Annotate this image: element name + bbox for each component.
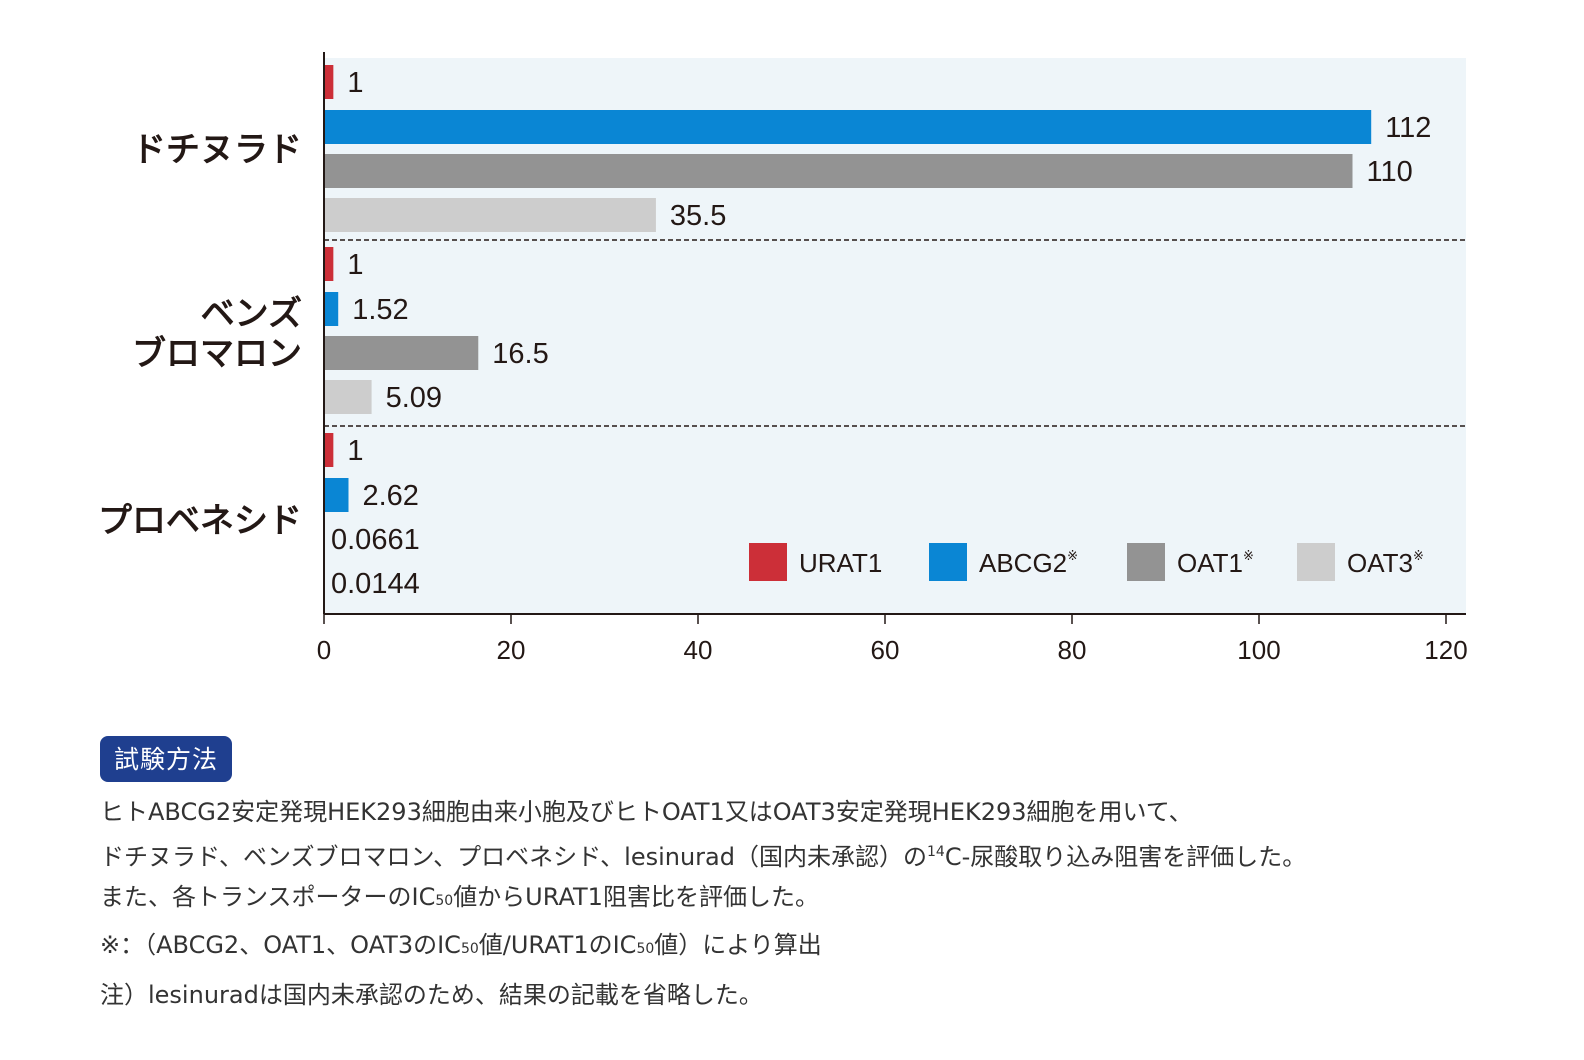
bar-oat1	[324, 336, 479, 370]
x-tick-label: 0	[317, 635, 331, 665]
plot-background	[324, 58, 1466, 614]
data-label: 16.5	[492, 338, 548, 370]
data-label: 110	[1367, 156, 1413, 188]
x-tick-label: 120	[1424, 635, 1467, 665]
subscript-50: 50	[636, 941, 655, 957]
footnote-text-b: 値/URAT1のIC	[478, 931, 637, 959]
data-label: 35.5	[670, 200, 726, 232]
legend-label-oat1: OAT1※	[1177, 548, 1254, 578]
method-line-2-text: ドチヌラド、ベンズブロマロン、プロベネシド、lesinurad（国内未承認）の	[100, 843, 927, 871]
legend-swatch-oat3	[1297, 543, 1335, 581]
method-description: ヒトABCG2安定発現HEK293細胞由来小胞及びヒトOAT1又はOAT3安定発…	[100, 792, 1540, 921]
category-label: ドチヌラド	[132, 131, 302, 169]
legend-label-urat1: URAT1	[799, 548, 882, 578]
legend-swatch-urat1	[749, 543, 787, 581]
legend-marker: ※	[1243, 548, 1254, 563]
data-label: 0.0144	[331, 568, 420, 600]
footnote-calculation: ※：（ABCG2、OAT1、OAT3のIC50値/URAT1のIC50値）により…	[100, 925, 822, 960]
method-line-1: ヒトABCG2安定発現HEK293細胞由来小胞及びヒトOAT1又はOAT3安定発…	[100, 798, 1193, 826]
bar-urat1	[324, 65, 334, 99]
data-label: 2.62	[362, 480, 418, 512]
method-line-3-text: また、各トランスポーターのIC	[100, 883, 436, 911]
category-label: ブロマロン	[132, 334, 302, 373]
category-label: プロベネシド	[98, 502, 302, 540]
bar-abcg2	[324, 478, 349, 512]
footnote-text-a: ※：（ABCG2、OAT1、OAT3のIC	[100, 931, 461, 959]
bar-urat1	[324, 247, 334, 281]
data-label: 5.09	[386, 382, 442, 414]
legend-swatch-abcg2	[929, 543, 967, 581]
footnote-text-c: 値）により算出	[654, 931, 822, 959]
data-label: 1	[347, 249, 363, 281]
data-label: 1	[347, 435, 363, 467]
legend-label-oat3: OAT3※	[1347, 548, 1424, 578]
bar-abcg2	[324, 110, 1372, 144]
bar-abcg2	[324, 292, 339, 326]
category-label: ベンズ	[201, 294, 302, 333]
legend-marker: ※	[1413, 548, 1424, 563]
data-label: 112	[1385, 112, 1431, 144]
bar-chart: ドチヌラド 1 112 110 35.5 ベンズブロマロン 1 1.52 16.5 5.09 プロベ…	[98, 52, 1468, 665]
subscript-50: 50	[435, 893, 454, 909]
data-label: 1	[347, 67, 363, 99]
legend-label-abcg2: ABCG2※	[979, 548, 1078, 578]
bar-oat3	[324, 380, 372, 414]
legend-marker: ※	[1067, 548, 1078, 563]
method-line-3: また、各トランスポーターのIC50値からURAT1阻害比を評価した。	[100, 877, 1540, 921]
bar-oat1	[324, 154, 1353, 188]
x-tick-label: 20	[497, 635, 526, 665]
method-line-2-text-end: C-尿酸取り込み阻害を評価した。	[944, 843, 1307, 871]
legend-swatch-oat1	[1127, 543, 1165, 581]
x-tick-label: 60	[871, 635, 900, 665]
method-line-2: ドチヌラド、ベンズブロマロン、プロベネシド、lesinurad（国内未承認）の1…	[100, 832, 1540, 877]
method-section: 試験方法 ヒトABCG2安定発現HEK293細胞由来小胞及びヒトOAT1又はOA…	[100, 736, 1540, 921]
data-label: 1.52	[352, 294, 408, 326]
bar-oat3	[324, 198, 656, 232]
subscript-50: 50	[460, 941, 479, 957]
method-badge: 試験方法	[100, 736, 233, 782]
x-tick-label: 40	[684, 635, 713, 665]
method-line-3-text-end: 値からURAT1阻害比を評価した。	[453, 883, 819, 911]
data-label: 0.0661	[331, 524, 420, 556]
bar-urat1	[324, 433, 334, 467]
footnote-lesinurad: 注）lesinuradは国内未承認のため、結果の記載を省略した。	[100, 981, 763, 1009]
x-tick-label: 100	[1237, 635, 1280, 665]
superscript-14: 14	[927, 844, 945, 860]
x-tick-label: 80	[1058, 635, 1087, 665]
